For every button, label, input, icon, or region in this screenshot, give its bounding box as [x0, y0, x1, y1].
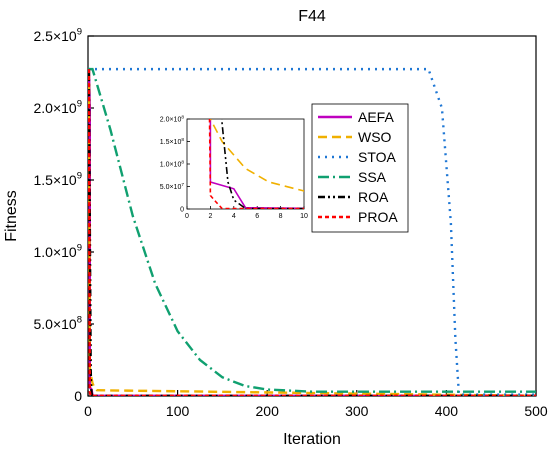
inset-background — [187, 119, 304, 209]
main-x-tick-label: 500 — [524, 403, 548, 419]
legend-label-stoa: STOA — [358, 149, 397, 165]
inset-series-aefa — [209, 119, 304, 209]
main-y-tick-label: 2.5×109 — [33, 27, 82, 44]
inset-plot-area: 0 2 4 6 8 10 0 5.0×107 1.0×108 1.5×108 2.0×108 — [160, 114, 308, 220]
legend-label-ssa: SSA — [358, 169, 387, 185]
y-axis-label: Fitness — [3, 190, 20, 242]
main-series-wso — [88, 69, 536, 396]
main-x-tick-label: 200 — [256, 403, 280, 419]
legend-label-proa: PROA — [358, 209, 398, 225]
inset-x-tick-label: 0 — [185, 213, 189, 220]
main-y-tick-label: 5.0×108 — [33, 315, 82, 332]
legend-label-wso: WSO — [358, 129, 392, 145]
main-series-ssa — [88, 67, 536, 393]
main-y-tick-label: 1.0×109 — [33, 243, 82, 260]
chart-title: F44 — [298, 8, 326, 25]
main-x-tick-label: 100 — [166, 403, 190, 419]
main-plot-area: 0 100 200 300 400 50005.0×1081.0×1091.5×1092.… — [33, 27, 547, 419]
main-x-tick-label: 0 — [84, 403, 92, 419]
inset-series-proa — [208, 119, 304, 209]
legend-label-roa: ROA — [358, 189, 389, 205]
inset-x-tick-label: 4 — [232, 213, 236, 220]
inset-y-tick-label: 5.0×107 — [160, 182, 185, 191]
main-series-stoa — [88, 67, 536, 396]
legend-box — [311, 103, 409, 233]
legend: AEFA WSO STOA SSA ROA PROA — [311, 103, 409, 233]
main-y-tick-label: 1.5×109 — [33, 171, 82, 188]
main-x-tick-label: 300 — [345, 403, 369, 419]
main-x-tick-label: 400 — [435, 403, 459, 419]
inset-x-tick-label: 8 — [279, 213, 283, 220]
inset-y-tick-label: 1.5×108 — [160, 137, 185, 146]
x-axis-label: Iteration — [283, 431, 341, 448]
inset-series-roa — [221, 119, 304, 209]
main-y-tick-label: 0 — [74, 388, 82, 404]
inset-x-tick-label: 6 — [255, 213, 259, 220]
inset-x-tick-label: 2 — [208, 213, 212, 220]
inset-y-tick-label: 1.0×108 — [160, 159, 185, 168]
inset-x-tick-label: 10 — [300, 213, 308, 220]
legend-label-aefa: AEFA — [358, 109, 394, 125]
main-series-proa — [88, 69, 536, 396]
main-y-tick-label: 2.0×109 — [33, 99, 82, 116]
inset-y-tick-label: 2.0×108 — [160, 114, 185, 123]
inset-y-tick-label: 0 — [180, 206, 184, 213]
